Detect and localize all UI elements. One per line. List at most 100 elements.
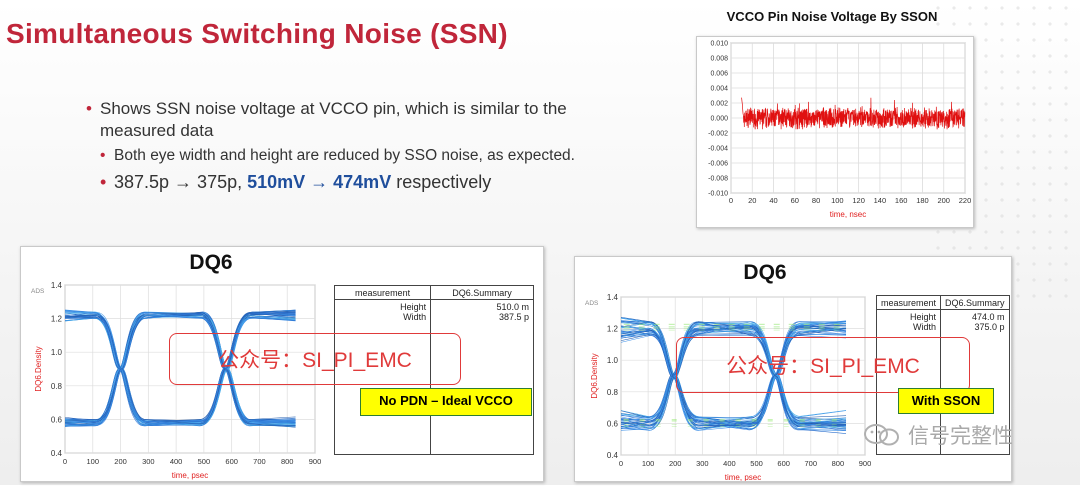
x-tick-label: 100 [831, 196, 844, 205]
bullet-text: Both eye width and height are reduced by… [114, 147, 575, 164]
y-axis-label: DQ6.Density [34, 346, 43, 391]
measurement-label: Width [403, 312, 427, 322]
measurement-value: 387.5 p [498, 312, 529, 322]
watermark-box: 公众号：SI_PI_EMC [169, 333, 461, 385]
x-tick-label: 700 [253, 457, 266, 466]
bullet-dot-icon: • [86, 99, 92, 118]
y-tick-label: 0.006 [710, 71, 728, 78]
y-tick-label: 1.4 [607, 293, 619, 302]
eye-trace-rise-fall [620, 321, 847, 427]
measurement-table: measurement DQ6.Summary Height Width 474.0 … [875, 295, 1010, 455]
y-tick-label: 0.002 [710, 101, 728, 108]
y-tick-label: 0.4 [607, 451, 619, 460]
x-tick-label: 600 [225, 457, 238, 466]
y-tick-label: -0.008 [708, 176, 728, 183]
y-tick-label: 1.0 [51, 348, 63, 357]
noise-chart-panel: 0.010 0.008 0.006 0.004 0.002 0.000 -0.002 -0.0… [696, 36, 974, 228]
y-tick-label: -0.004 [708, 146, 728, 153]
ads-corner-label: ADS [31, 288, 45, 295]
x-tick-label: 900 [309, 457, 321, 466]
eye-traces [620, 316, 847, 434]
footer-watermark: 信号完整性 [862, 420, 1013, 450]
watermark-box: 公众号：SI_PI_EMC [676, 337, 970, 393]
y-tick-label: 0.010 [710, 41, 728, 48]
x-axis-label: time, psec [172, 471, 208, 480]
bullet-text: 387.5p → 375p, [114, 172, 248, 192]
eye-chart-title: DQ6 [743, 261, 786, 284]
x-tick-label: 500 [750, 459, 763, 468]
x-tick-label: 0 [63, 457, 67, 466]
bullet-text: Shows SSN noise voltage at VCCO pin, whi… [100, 99, 567, 140]
table-header: measurement [875, 295, 942, 310]
x-tick-label: 0 [619, 459, 623, 468]
measurement-label: Width [913, 322, 937, 332]
x-tick-label: 500 [198, 457, 211, 466]
table-cell: 474.0 m 375.0 p [940, 309, 1010, 455]
y-tick-label: 0.8 [51, 382, 63, 391]
x-tick-label: 120 [852, 196, 865, 205]
y-tick-label: -0.006 [708, 161, 728, 168]
bullet-item: • Both eye width and height are reduced b… [100, 146, 581, 166]
x-axis-label: time, nsec [830, 210, 866, 219]
x-tick-label: 0 [729, 196, 733, 205]
y-tick-label: 0.6 [51, 415, 63, 424]
measurement-label: Height [400, 302, 427, 312]
scenario-tag-ideal: No PDN – Ideal VCCO [360, 388, 532, 416]
table-header: measurement [333, 285, 432, 300]
bullet-dot-icon: • [100, 147, 106, 164]
x-axis-label: time, psec [725, 473, 761, 481]
x-tick-label: 600 [777, 459, 790, 468]
bullet-list: • Shows SSN noise voltage at VCCO pin, wh… [86, 98, 581, 194]
x-tick-label: 20 [748, 196, 756, 205]
x-tick-label: 40 [769, 196, 777, 205]
measurement-value: 375.0 p [974, 322, 1005, 332]
x-tick-label: 220 [959, 196, 972, 205]
eye-panel-ideal: DQ6 ADS 1.4 1.2 1.0 0.8 0.6 0.4 0 100 200 300 400 500… [20, 246, 544, 482]
y-tick-label: 0.4 [51, 449, 63, 458]
bullet-dot-icon: • [100, 172, 107, 192]
noise-chart: 0.010 0.008 0.006 0.004 0.002 0.000 -0.002 -0.0… [708, 41, 972, 220]
y-tick-label: 0.004 [710, 86, 728, 93]
eye-trace-fall-rise [620, 327, 847, 424]
x-tick-label: 900 [859, 459, 872, 468]
y-tick-label: 1.4 [51, 281, 63, 290]
y-tick-label: -0.010 [708, 191, 728, 198]
x-tick-label: 300 [696, 459, 709, 468]
eye-traces [64, 309, 296, 428]
x-tick-label: 100 [87, 457, 100, 466]
measurement-label: Height [910, 312, 937, 322]
x-tick-label: 80 [812, 196, 820, 205]
table-header: DQ6.Summary [940, 295, 1010, 310]
measurement-value: 474.0 m [972, 312, 1005, 322]
eye-chart-title: DQ6 [189, 251, 232, 274]
wechat-icon [864, 424, 899, 446]
bullet-item: • 387.5p → 375p, 510mV → 474mV respective… [100, 170, 581, 194]
y-tick-label: -0.002 [708, 131, 728, 138]
table-header: DQ6.Summary [430, 285, 534, 300]
eye-diagram-ideal: DQ6 ADS 1.4 1.2 1.0 0.8 0.6 0.40 100 200 300 400 500… [31, 251, 321, 480]
x-tick-label: 200 [114, 457, 127, 466]
x-tick-label: 180 [916, 196, 929, 205]
x-tick-label: 800 [832, 459, 845, 468]
x-tick-label: 300 [142, 457, 155, 466]
y-tick-label: 0.000 [710, 116, 728, 123]
x-tick-label: 160 [895, 196, 908, 205]
y-tick-label: 1.0 [607, 356, 619, 365]
y-tick-label: 0.6 [607, 419, 619, 428]
x-tick-label: 400 [170, 457, 183, 466]
x-tick-label: 700 [805, 459, 818, 468]
y-tick-label: 1.2 [607, 325, 619, 334]
bullet-text: respectively [391, 172, 492, 192]
noise-series-line [741, 97, 966, 130]
eye-trace-fall-rise [64, 310, 296, 425]
y-tick-label: 1.2 [51, 315, 63, 324]
table-cell: 510.0 m 387.5 p [430, 299, 534, 455]
eye-trace-rise-fall [620, 325, 847, 430]
eye-diagram-sson: DQ6 ADS 1.4 1.2 1.0 0.8 0.6 0.40 100 200 300 400 500… [585, 261, 872, 482]
eye-trace-fall-rise [620, 317, 847, 419]
noise-chart-title: VCCO Pin Noise Voltage By SSON [726, 9, 938, 24]
footer-watermark-text: 信号完整性 [908, 425, 1013, 448]
measurement-table: measurement DQ6.Summary Height Width 510.0 … [333, 285, 534, 455]
x-tick-label: 200 [669, 459, 682, 468]
bullet-highlight: 510mV → 474mV [247, 172, 392, 192]
